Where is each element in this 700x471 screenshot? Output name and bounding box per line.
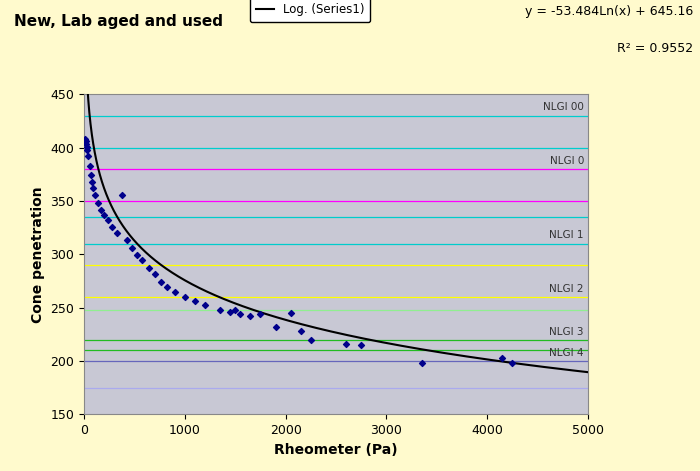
Point	[340, 340, 351, 348]
Point	[81, 143, 92, 150]
Point	[234, 310, 246, 318]
Text: NLGI 1: NLGI 1	[550, 230, 584, 241]
Point	[199, 301, 211, 309]
Point	[305, 336, 316, 343]
Point	[95, 206, 106, 213]
Point	[99, 211, 110, 219]
Point	[84, 162, 95, 170]
X-axis label: Rheometer (Pa): Rheometer (Pa)	[274, 443, 398, 457]
Point	[137, 256, 148, 263]
Y-axis label: Cone penetration: Cone penetration	[31, 186, 45, 323]
Text: NLGI 0: NLGI 0	[550, 156, 584, 166]
Text: NLGI 4: NLGI 4	[550, 348, 584, 358]
Point	[255, 310, 266, 318]
Point	[112, 229, 123, 237]
Point	[295, 327, 307, 335]
Point	[86, 178, 97, 186]
Point	[88, 184, 99, 192]
Point	[285, 309, 296, 317]
Point	[507, 359, 518, 367]
Legend: Series1, Log. (Series1): Series1, Log. (Series1)	[250, 0, 370, 22]
Point	[179, 293, 190, 301]
Point	[80, 135, 91, 143]
Point	[106, 223, 118, 230]
Text: NLGI 00: NLGI 00	[543, 102, 584, 113]
Point	[225, 308, 236, 316]
Point	[416, 359, 427, 367]
Point	[356, 341, 367, 349]
Point	[245, 312, 256, 320]
Text: R² = 0.9552: R² = 0.9552	[617, 42, 693, 56]
Point	[92, 199, 104, 207]
Point	[189, 298, 200, 305]
Text: NLGI 3: NLGI 3	[550, 326, 584, 337]
Point	[270, 323, 281, 331]
Point	[81, 146, 92, 154]
Point	[117, 191, 128, 198]
Point	[155, 278, 166, 286]
Point	[85, 171, 96, 179]
Point	[90, 191, 101, 198]
Point	[143, 264, 154, 272]
Point	[127, 244, 138, 252]
Point	[132, 252, 143, 259]
Point	[83, 152, 94, 160]
Point	[214, 306, 225, 314]
Point	[149, 270, 160, 277]
Text: NLGI 2: NLGI 2	[550, 284, 584, 294]
Point	[497, 354, 508, 362]
Point	[80, 141, 92, 148]
Text: New, Lab aged and used: New, Lab aged and used	[14, 14, 223, 29]
Point	[122, 237, 133, 244]
Text: y = -53.484Ln(x) + 645.16: y = -53.484Ln(x) + 645.16	[525, 5, 693, 18]
Point	[80, 138, 91, 145]
Point	[230, 306, 241, 314]
Point	[161, 284, 172, 291]
Point	[169, 288, 181, 295]
Point	[103, 216, 114, 224]
